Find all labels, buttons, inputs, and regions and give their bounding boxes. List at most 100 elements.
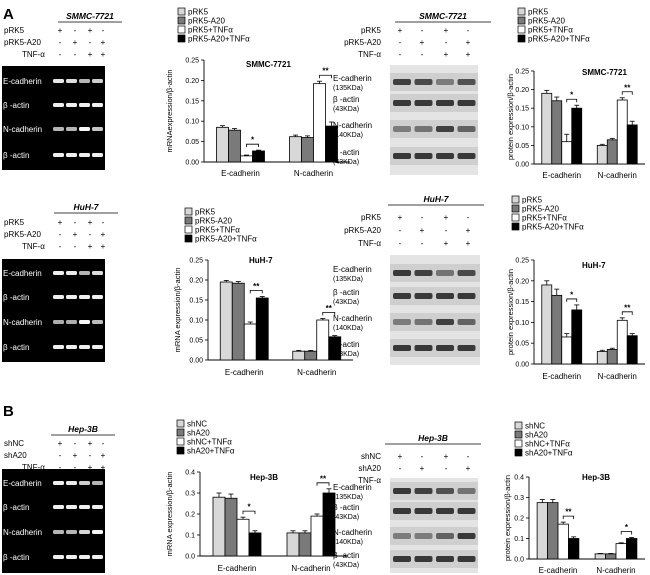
bar (310, 515, 324, 557)
gel-band (66, 345, 77, 349)
gel-row-label: E-cadherin (3, 269, 42, 278)
y-tick-label: 0.15 (189, 298, 203, 305)
y-tick-label: 0.4 (185, 470, 195, 477)
bar (606, 139, 618, 165)
sign-mark: - (421, 26, 424, 35)
legend-label: shNC+TNFα (187, 438, 232, 447)
bar (228, 129, 241, 163)
legend-label: shA20+TNFα (525, 449, 573, 458)
bar (594, 553, 606, 560)
y-tick-label: 0.10 (189, 318, 203, 325)
sign-mark: + (101, 242, 106, 251)
blot-strip (390, 147, 478, 165)
significance-mark: * (625, 523, 629, 532)
blot-band (393, 319, 411, 325)
blot-band (457, 556, 476, 562)
legend-swatch (177, 16, 186, 25)
category-label: E-cadherin (539, 566, 578, 575)
blot-band (457, 293, 476, 299)
gel-band (53, 271, 64, 275)
legend-label: pRK5 (528, 8, 549, 17)
significance-bracket (562, 515, 575, 520)
bar (557, 523, 569, 560)
blot-row-kda: (43KDa) (333, 514, 359, 521)
blot-band (436, 126, 454, 132)
blot-row-kda: (43KDa) (333, 299, 359, 306)
bar (541, 92, 553, 165)
legend-swatch (176, 428, 185, 437)
blot-row-label: β -actin (333, 95, 359, 104)
blot-title: Hep-3B (418, 433, 448, 443)
sign-mark: + (466, 239, 471, 248)
sign-mark: + (88, 242, 93, 251)
gel-row-label: N-cadherin (3, 125, 42, 134)
bar (616, 99, 628, 165)
blot-band (436, 153, 454, 159)
y-tick-label: 0.05 (189, 338, 203, 345)
legend-swatch (517, 34, 526, 43)
sign-mark: + (88, 463, 93, 472)
blot-band (393, 100, 411, 106)
condition-label: pRK5 (361, 26, 382, 35)
gel-band (66, 153, 77, 157)
sign-mark: + (444, 213, 449, 222)
sign-mark: + (420, 226, 425, 235)
blot-strip (390, 264, 480, 282)
chart-title: SMMC-7721 (246, 60, 291, 69)
blot-band (436, 79, 454, 85)
legend-label: pRK5-A20 (195, 217, 232, 226)
bar (231, 282, 245, 361)
gel-band (92, 345, 103, 349)
sign-mark: + (444, 50, 449, 59)
sign-mark: - (59, 242, 62, 251)
category-label: E-cadherin (218, 564, 257, 573)
blot-band (436, 556, 454, 562)
blot-row-label: N-cadherin (333, 121, 372, 130)
y-tick-label: 0.20 (189, 278, 203, 285)
blot-row-kda: (43KDa) (333, 106, 359, 113)
blot-band (393, 293, 411, 299)
sign-mark: + (73, 38, 78, 47)
gel-band (53, 295, 64, 299)
gel-band (92, 481, 103, 485)
gel-band (92, 103, 103, 107)
blot-row-label: β -actin (333, 503, 359, 512)
y-axis-label: mRNA expression/β-actin (165, 472, 174, 557)
sign-mark: + (58, 26, 63, 35)
gel-band (53, 153, 64, 157)
bar (596, 351, 608, 365)
y-tick-label: 0.20 (185, 78, 199, 85)
bar (216, 126, 229, 163)
bar (212, 496, 226, 557)
gel-band (79, 555, 90, 559)
condition-label: pRK5-A20 (4, 38, 41, 47)
blot-band (436, 488, 454, 494)
sign-mark: + (420, 38, 425, 47)
bar (313, 83, 326, 163)
legend-label: pRK5 (522, 196, 543, 205)
sign-mark: + (466, 464, 471, 473)
legend-swatch (514, 448, 523, 457)
bar (541, 284, 553, 365)
sign-mark: - (445, 38, 448, 47)
sign-mark: + (73, 451, 78, 460)
y-axis-label: protein expression/β-actin (503, 475, 512, 561)
blot-band (414, 270, 433, 276)
sign-mark: - (421, 213, 424, 222)
sign-mark: - (89, 230, 92, 239)
gel-band (66, 320, 77, 324)
sign-mark: - (59, 463, 62, 472)
blot-row-kda: (43KDa) (333, 159, 359, 166)
legend-swatch (511, 195, 520, 204)
blot-row-kda: (140KDa) (333, 539, 363, 546)
blot-strip (390, 94, 478, 112)
sign-mark: + (444, 239, 449, 248)
legend-swatch (177, 34, 186, 43)
sign-mark: - (74, 242, 77, 251)
gel-band (92, 505, 103, 509)
significance-mark: ** (624, 303, 631, 312)
significance-mark: ** (326, 304, 333, 313)
